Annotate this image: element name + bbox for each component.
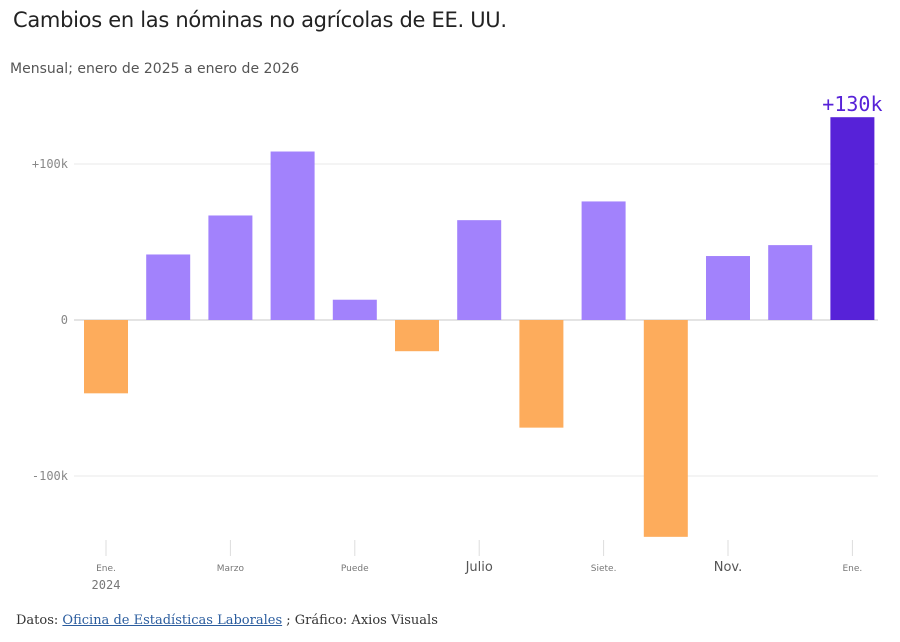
bar-1[interactable] xyxy=(84,320,128,394)
chart-title: Cambios en las nóminas no agrícolas de E… xyxy=(13,8,507,32)
bar-12[interactable] xyxy=(768,245,813,320)
y-tick-label: +100k xyxy=(32,157,69,171)
bar-11[interactable] xyxy=(706,256,750,320)
bars xyxy=(84,117,875,537)
footer-credit: Gráfico: Axios Visuals xyxy=(294,613,438,628)
bar-13[interactable] xyxy=(830,117,875,320)
bar-2[interactable] xyxy=(146,254,191,320)
highlight-annotation: +130k xyxy=(822,92,882,116)
x-tick-label: Marzo xyxy=(217,564,245,574)
annotations: +130k xyxy=(822,92,882,116)
bar-3[interactable] xyxy=(208,215,253,320)
x-tick-sublabel: 2024 xyxy=(92,578,121,592)
y-tick-label: -100k xyxy=(32,469,69,483)
source-link[interactable]: Oficina de Estadísticas Laborales xyxy=(62,613,283,628)
bar-6[interactable] xyxy=(395,320,439,352)
bar-5[interactable] xyxy=(332,299,377,320)
bar-8[interactable] xyxy=(519,320,564,428)
y-tick-label: 0 xyxy=(61,313,68,327)
bar-chart: +100k 0 -100k Ene. 2024 Marzo Puede Julio Siete… xyxy=(32,92,883,592)
x-tick-label: Puede xyxy=(341,564,369,574)
chart-subtitle: Mensual; enero de 2025 a enero de 2026 xyxy=(10,61,300,77)
x-axis: Ene. 2024 Marzo Puede Julio Siete. Nov. Ene. xyxy=(92,540,863,592)
x-tick-label: Siete. xyxy=(591,564,617,574)
footer-separator: ; xyxy=(286,613,291,628)
y-axis: +100k 0 -100k xyxy=(32,157,69,483)
x-tick-label: Julio xyxy=(465,560,493,575)
bar-4[interactable] xyxy=(270,151,315,320)
x-tick-label: Ene. xyxy=(843,564,863,574)
bar-9[interactable] xyxy=(581,201,626,320)
bar-10[interactable] xyxy=(643,320,688,537)
chart-footer: Datos: Oficina de Estadísticas Laborales… xyxy=(16,613,438,628)
bar-7[interactable] xyxy=(457,220,502,320)
footer-data-label: Datos: xyxy=(16,613,59,628)
x-tick-label: Nov. xyxy=(714,560,743,575)
x-tick-label: Ene. xyxy=(96,564,116,574)
